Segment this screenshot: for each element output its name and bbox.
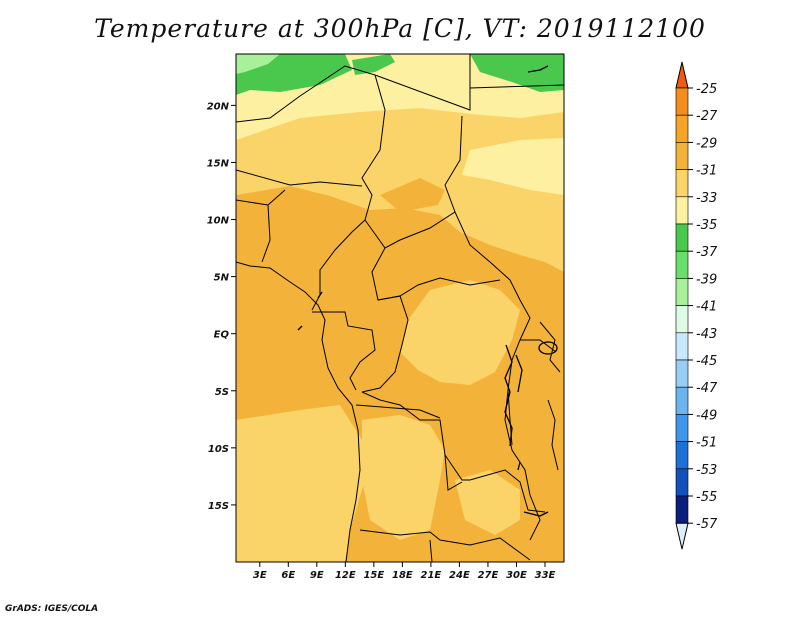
lat-label: 15S — [208, 501, 229, 512]
colorbar-label: -29 — [696, 136, 717, 151]
colorbar-label: -35 — [696, 218, 717, 233]
colorbar-label: -49 — [696, 408, 717, 423]
colorbar-segment — [675, 169, 689, 198]
colorbar: -25 -27 -29 -31 -33 -35 -37 -39 -41 -43 -45 -47 -49 -… — [675, 61, 718, 550]
map-frame — [235, 53, 565, 563]
colorbar-segment — [675, 142, 689, 170]
lon-label: 30E — [506, 570, 527, 581]
colorbar-label: -33 — [696, 191, 717, 206]
colorbar-segment — [675, 441, 689, 470]
lon-axis: 3E 6E 9E 12E 15E 18E 21E 24E 27E 30E 33E — [253, 562, 556, 581]
colorbar-label: -25 — [696, 82, 717, 97]
lat-label: 5S — [215, 387, 229, 398]
colorbar-segment — [675, 305, 689, 334]
field-mid-center — [400, 280, 520, 385]
lon-label: 24E — [449, 570, 470, 581]
colorbar-label: -31 — [696, 164, 717, 179]
colorbar-segment — [675, 386, 689, 415]
colorbar-segment — [675, 196, 689, 225]
colorbar-segment — [675, 332, 689, 361]
colorbar-segment — [675, 414, 689, 442]
lakes — [297, 65, 558, 517]
lon-label: 21E — [421, 570, 442, 581]
lat-label: 5N — [214, 273, 230, 284]
colorbar-label: -51 — [696, 436, 717, 451]
colorbar-label: -57 — [696, 517, 718, 532]
lon-label: 33E — [535, 570, 556, 581]
credit-label: GrADS: IGES/COLA — [5, 604, 99, 614]
chart-title: Temperature at 300hPa [C], VT: 201911210… — [94, 14, 706, 43]
field-lightgreen-nw — [236, 54, 280, 74]
lat-label: 10S — [208, 444, 229, 455]
colorbar-segment — [675, 87, 689, 116]
field-mid-southwest — [236, 405, 365, 562]
colorbar-segment — [675, 278, 689, 306]
colorbar-label: -43 — [696, 327, 717, 342]
lon-label: 12E — [335, 570, 356, 581]
lon-label: 3E — [253, 570, 267, 581]
lat-label: 15N — [207, 158, 230, 169]
field-mid-south-2 — [455, 470, 520, 535]
colorbar-segment — [675, 223, 689, 252]
colorbar-segment — [675, 114, 689, 143]
colorbar-label: -47 — [696, 381, 718, 396]
colorbar-label: -37 — [696, 245, 718, 260]
colorbar-label: -41 — [696, 300, 717, 315]
lon-label: 9E — [310, 570, 324, 581]
lon-label: 15E — [363, 570, 384, 581]
colorbar-segment — [675, 468, 689, 497]
colorbar-top-arrow — [675, 61, 689, 89]
country-borders — [236, 54, 564, 562]
colorbar-label: -27 — [696, 109, 718, 124]
lat-label: 10N — [207, 216, 230, 227]
field-green-n — [352, 54, 395, 75]
colorbar-segment — [675, 359, 689, 388]
lat-label: 20N — [207, 101, 230, 112]
field-cool-east — [462, 138, 564, 195]
field-warm-north — [380, 178, 445, 212]
lat-label: EQ — [214, 330, 230, 341]
colorbar-segment — [675, 495, 689, 524]
lon-label: 27E — [478, 570, 499, 581]
lon-label: 18E — [392, 570, 413, 581]
colorbar-segment — [675, 250, 689, 279]
colorbar-label: -55 — [696, 490, 717, 505]
lat-axis: 20N 15N 10N 5N EQ 5S 10S 15S — [207, 101, 236, 512]
field-green-ne — [470, 54, 564, 92]
colorbar-label: -45 — [696, 354, 717, 369]
lon-label: 6E — [281, 570, 295, 581]
colorbar-label: -39 — [696, 272, 717, 287]
colorbar-bottom-arrow — [675, 522, 689, 550]
field-mid-south — [362, 415, 445, 540]
temperature-field — [236, 54, 564, 562]
colorbar-label: -53 — [696, 463, 717, 478]
